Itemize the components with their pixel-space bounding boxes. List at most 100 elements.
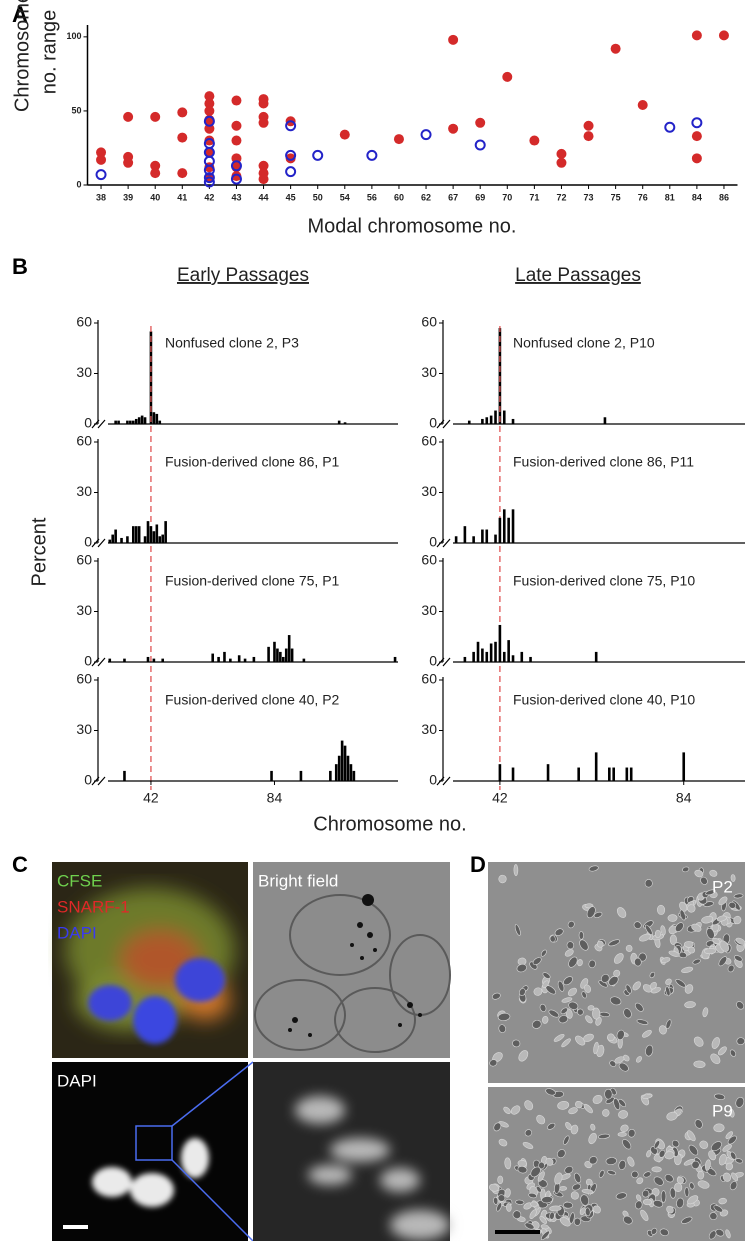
cell [691,923,702,932]
bar [152,412,156,424]
cell [660,957,671,964]
cell [665,1019,672,1030]
point [664,121,676,133]
bar [489,643,493,662]
cell [517,1165,528,1174]
cell [660,1190,667,1203]
bar [498,624,502,662]
chart-title: Fusion-derived clone 86, P11 [513,454,694,470]
point [583,131,594,142]
cell [651,1166,662,1173]
cell [640,1209,649,1221]
cell [714,1093,726,1100]
cell [567,987,577,997]
bar [152,531,156,543]
cell [563,1201,573,1209]
bright-field-image [253,862,451,1058]
bar [334,764,338,781]
point [258,174,269,185]
bar [577,767,580,781]
bar [502,509,506,543]
x-tick-label: 67 [448,192,458,202]
bar [625,767,629,781]
cell [588,959,596,969]
point [231,120,242,131]
cell [704,1159,711,1171]
cell [564,1166,574,1174]
cell [614,1056,625,1064]
cell [658,1025,667,1035]
cell [735,1096,745,1108]
cell [530,1166,541,1178]
cell [684,941,694,948]
point [258,160,269,171]
x-tick-label: 84 [267,790,283,806]
cell [681,966,694,973]
point [230,173,242,185]
cell [620,1124,629,1133]
bar [502,410,506,424]
cell [539,1003,547,1012]
point [150,111,161,122]
cell [593,1041,599,1055]
point [610,43,621,54]
cell [574,1172,582,1184]
cell [599,1011,610,1017]
cell [590,1123,596,1131]
cell [587,1005,595,1011]
bar [140,415,144,424]
point [204,105,215,116]
bar [126,536,129,543]
x-tick-label: 42 [204,192,214,202]
y-tick-label: 60 [421,671,437,687]
cell [519,988,526,996]
bar [511,767,515,781]
cell [586,906,596,919]
bar [270,770,273,781]
cell [687,904,696,913]
cell [679,909,686,921]
cell [489,1183,499,1192]
axis-break [97,776,106,786]
point [231,135,242,146]
cell [579,939,589,951]
cell [539,1216,548,1224]
bar [143,417,147,424]
x-tick-label: 38 [96,192,106,202]
cell [623,1054,630,1062]
point [177,107,188,118]
bar [290,648,294,662]
point [339,129,350,140]
stain-label: CFSE [57,871,102,890]
cell [649,981,657,990]
x-tick-label: 56 [367,192,377,202]
cell [666,1111,678,1121]
cell [645,1044,654,1057]
cell [713,1205,723,1213]
cell [583,1103,593,1114]
bar [507,517,510,543]
cell [524,1129,532,1137]
bar [161,658,165,662]
x-tick-label: 42 [143,790,159,806]
point [96,154,107,165]
cell [667,914,678,922]
point [691,30,702,41]
cell [703,948,717,955]
cell [636,1056,642,1063]
point [366,149,378,161]
bar [489,415,493,424]
point [285,153,296,164]
cell [634,957,642,967]
cell [513,864,519,876]
bar [463,656,467,662]
cell [592,1205,601,1214]
point [231,171,242,182]
x-tick-label: 86 [719,192,729,202]
cell [598,1169,605,1178]
bar [511,509,515,543]
point [691,117,703,129]
bar [454,536,458,543]
axis-break [442,657,451,667]
bar [129,420,132,424]
